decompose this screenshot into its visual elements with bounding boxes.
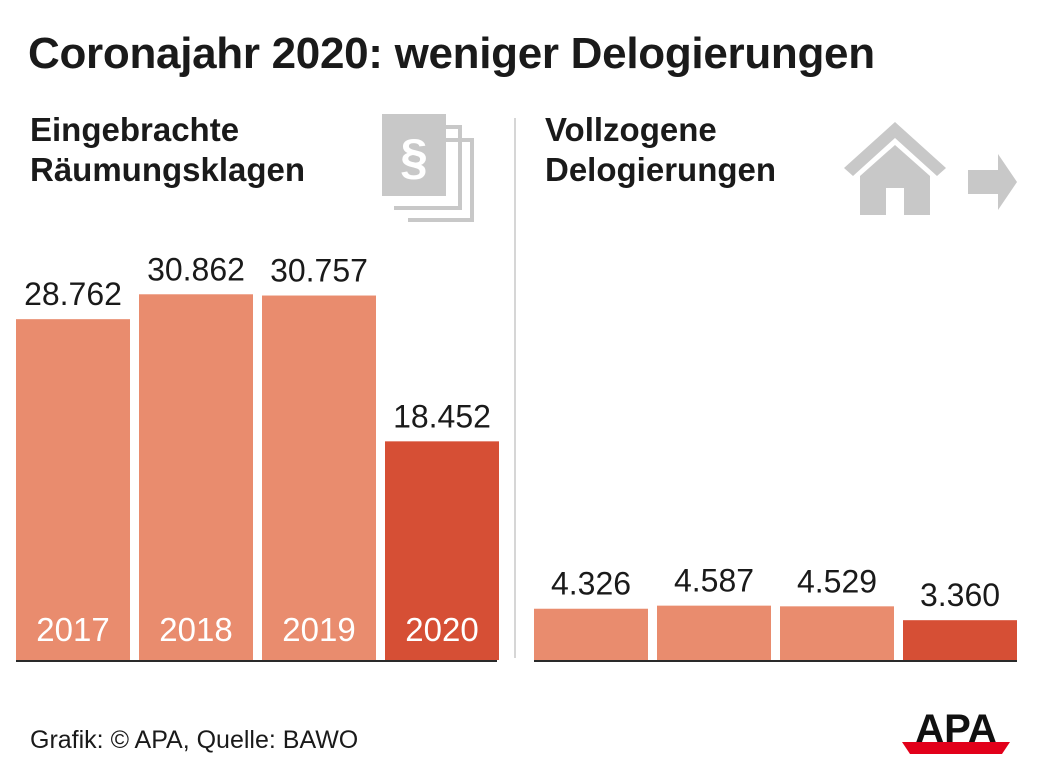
apa-logo: APA <box>902 708 1010 754</box>
paragraph-symbol: § <box>400 129 428 185</box>
chart-title: Coronajahr 2020: weniger Delogierungen <box>28 29 875 78</box>
house-arrow-icon <box>844 122 1017 215</box>
panel-divider <box>514 118 516 658</box>
left-bar-2019 <box>262 295 376 660</box>
left-bar-2018 <box>139 294 253 660</box>
right-bar-2019 <box>780 606 894 660</box>
left-value-label: 18.452 <box>393 398 491 434</box>
left-bar-2020 <box>385 441 499 660</box>
left-subtitle-line-1: Eingebrachte <box>30 111 240 148</box>
paragraph-documents-icon: § <box>382 114 474 222</box>
left-category-label: 2017 <box>36 611 109 648</box>
left-value-label: 30.862 <box>147 251 245 287</box>
right-value-label: 4.529 <box>797 563 877 599</box>
right-value-label: 4.587 <box>674 563 754 599</box>
left-value-label: 30.757 <box>270 253 368 289</box>
right-value-label: 3.360 <box>920 577 1000 613</box>
right-bar-2017 <box>534 608 648 660</box>
left-bar-2017 <box>16 319 130 660</box>
left-category-label: 2020 <box>405 611 478 648</box>
left-category-label: 2018 <box>159 611 232 648</box>
right-bar-2020 <box>903 620 1017 660</box>
source-credit: Grafik: © APA, Quelle: BAWO <box>30 726 359 754</box>
right-subtitle-line-1: Vollzogene <box>545 111 717 148</box>
right-value-label: 4.326 <box>551 566 631 602</box>
left-category-label: 2019 <box>282 611 355 648</box>
left-value-label: 28.762 <box>24 276 122 312</box>
left-subtitle-line-2: Räumungsklagen <box>30 151 306 188</box>
right-chart-subtitle: Vollzogene Delogierungen <box>545 110 776 190</box>
right-subtitle-line-2: Delogierungen <box>545 151 777 188</box>
right-bar-2018 <box>657 605 771 660</box>
left-chart-subtitle: Eingebrachte Räumungsklagen <box>30 110 305 190</box>
